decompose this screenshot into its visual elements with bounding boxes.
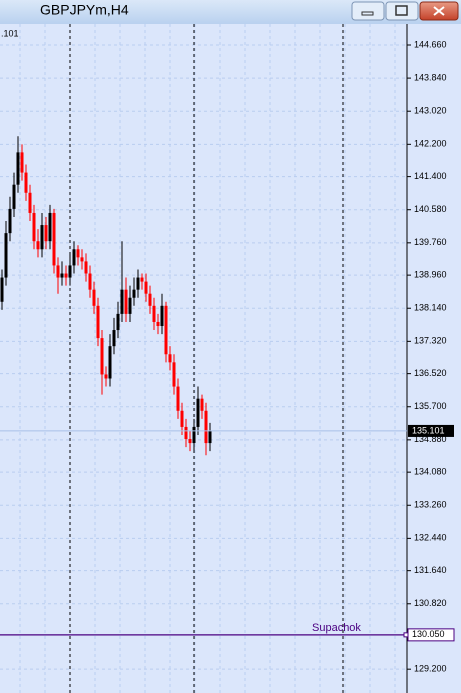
candle-body <box>0 277 4 302</box>
candle-body <box>84 261 88 274</box>
candle-body <box>12 184 16 209</box>
horizontal-line-label: 130.050 <box>412 629 445 639</box>
y-tick-label: 144.660 <box>414 39 447 49</box>
candle-body <box>148 293 152 306</box>
candle-body <box>176 386 180 411</box>
candle-body <box>128 297 132 314</box>
candle-body <box>196 398 200 427</box>
candle-body <box>156 321 160 326</box>
candle-body <box>4 233 8 278</box>
y-tick-label: 134.880 <box>414 434 447 444</box>
candle-body <box>204 410 208 444</box>
chart-area <box>0 24 461 693</box>
candle-body <box>160 305 164 326</box>
y-tick-label: 139.760 <box>414 237 447 247</box>
horizontal-line-handle <box>403 632 409 638</box>
window-title: GBPJPYm,H4 <box>40 2 129 18</box>
candle-body <box>120 289 124 314</box>
candle-body <box>96 305 100 339</box>
y-tick-label: 129.200 <box>414 664 447 674</box>
candle-body <box>108 346 112 379</box>
candle-body <box>200 398 204 411</box>
candle-body <box>132 289 136 298</box>
candle-body <box>76 249 80 258</box>
candle-body <box>16 152 20 185</box>
y-tick-label: 140.580 <box>414 204 447 214</box>
candle-body <box>88 273 92 290</box>
candle-body <box>40 225 44 250</box>
minimize-icon <box>361 11 374 16</box>
candle-body <box>20 152 24 173</box>
horizontal-line-name: Supachok <box>312 622 361 634</box>
y-tick-label: 134.080 <box>414 467 447 477</box>
candle-body <box>180 410 184 427</box>
candle-body <box>48 212 52 242</box>
candle-body <box>116 313 120 331</box>
candle-body <box>52 212 56 266</box>
candle-body <box>208 430 212 444</box>
candle-body <box>184 426 188 440</box>
candle-body <box>104 374 108 379</box>
y-tick-label: 133.260 <box>414 500 447 510</box>
candle-body <box>188 439 192 444</box>
candle-body <box>24 172 28 193</box>
y-tick-label: 142.200 <box>414 139 447 149</box>
close-icon <box>433 6 445 16</box>
candle-body <box>112 330 116 347</box>
candle-body <box>72 249 76 266</box>
y-tick-label: 143.840 <box>414 72 447 82</box>
candle-body <box>80 257 84 262</box>
candle-body <box>168 354 172 363</box>
current-price-label: 135.101 <box>412 425 445 435</box>
horizontal-line-box <box>407 628 455 642</box>
candle-body <box>56 265 60 278</box>
maximize-icon <box>395 5 408 16</box>
y-tick-label: 143.020 <box>414 106 447 116</box>
corner-text: .101 <box>1 28 19 38</box>
minimize-button[interactable] <box>351 1 385 21</box>
candle-body <box>164 305 168 355</box>
plot <box>0 136 212 456</box>
candle-body <box>140 277 144 282</box>
candle-body <box>192 426 196 444</box>
candle-body <box>92 289 96 306</box>
candle-body <box>64 273 68 278</box>
y-tick-label: 137.320 <box>414 336 447 346</box>
candle-body <box>60 273 64 278</box>
candle-body <box>44 225 48 242</box>
y-tick-label: 132.440 <box>414 533 447 543</box>
vertical-grid <box>0 24 407 693</box>
candle-body <box>172 362 176 387</box>
y-tick-label: 136.520 <box>414 368 447 378</box>
candle-body <box>36 241 40 250</box>
y-tick-label: 130.820 <box>414 598 447 608</box>
candle-body <box>144 281 148 294</box>
candle-body <box>124 289 128 314</box>
candle-body <box>100 338 104 375</box>
candle-body <box>32 212 36 242</box>
y-tick-label: 131.640 <box>414 565 447 575</box>
y-tick-label: 135.700 <box>414 401 447 411</box>
candle-body <box>152 305 156 322</box>
candle-body <box>136 277 140 290</box>
y-tick-label: 138.960 <box>414 270 447 280</box>
maximize-button[interactable] <box>385 1 419 21</box>
current-price-box <box>408 424 454 437</box>
candle-body <box>28 192 32 213</box>
y-tick-label: 138.140 <box>414 303 447 313</box>
candle-body <box>8 208 12 234</box>
y-tick-label: 141.400 <box>414 171 447 181</box>
